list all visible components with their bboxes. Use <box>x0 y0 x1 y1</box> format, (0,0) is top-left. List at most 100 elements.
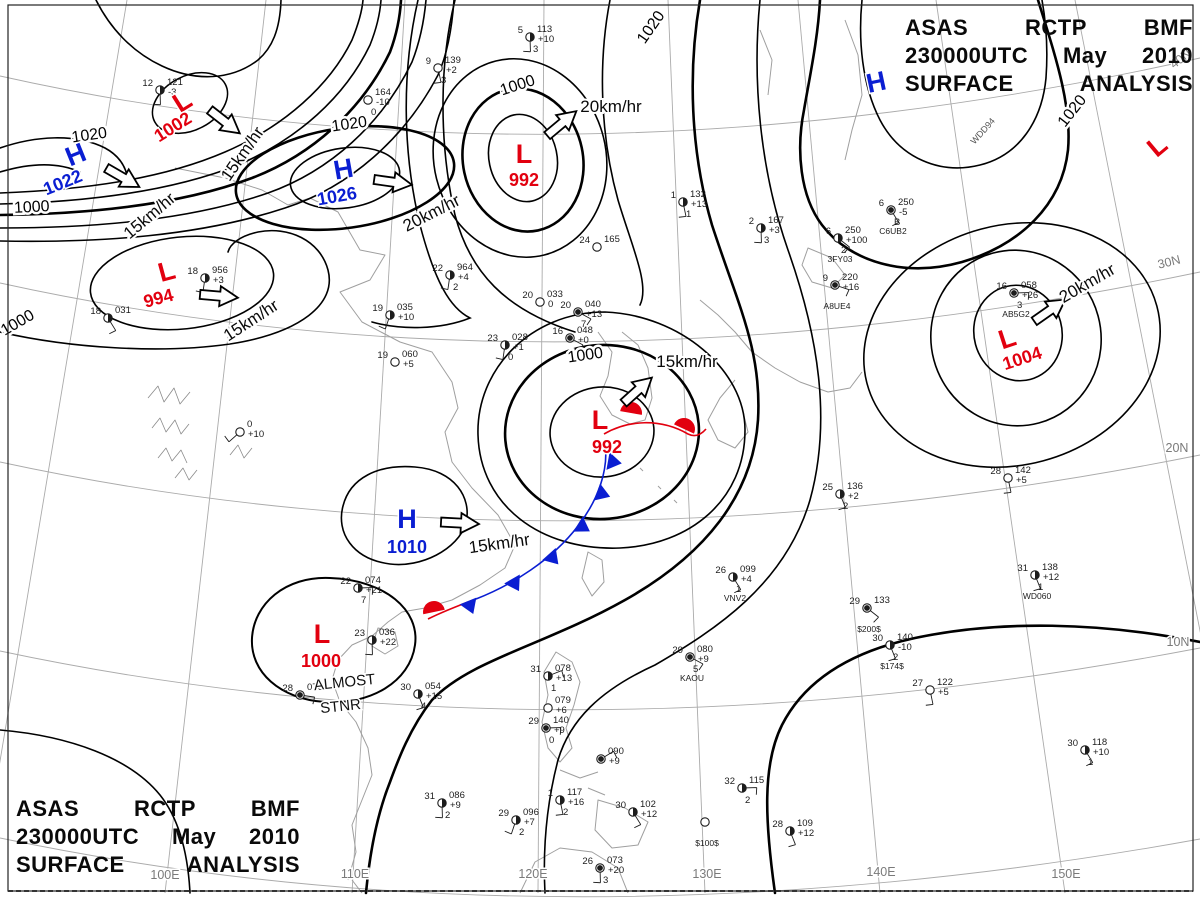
title-line: 230000UTC May 2010 <box>905 44 1193 68</box>
isobar <box>371 0 472 329</box>
station-temp: 5 <box>518 25 523 36</box>
title-word: 2010 <box>249 824 300 849</box>
station-plot: 9 220+16 A8UE4 <box>823 272 859 311</box>
title-word: BMF <box>1143 15 1193 40</box>
center-pressure-value: 1022 <box>40 166 85 200</box>
station-temp: 28 <box>990 466 1001 477</box>
coast-primorye <box>759 29 773 96</box>
station-temp: 1 <box>671 190 676 201</box>
isobar-L992t-outer <box>432 57 608 259</box>
station-extra: 3 <box>533 44 538 55</box>
annotation-label: ALMOST <box>313 671 376 694</box>
movement-arrow-icon <box>619 376 654 408</box>
cold-front-symbol <box>542 547 559 565</box>
movement-arrow-icon <box>205 105 242 135</box>
station-temp: 30 <box>615 800 626 811</box>
station-pressure: 138 <box>1042 562 1058 573</box>
isobar-L992t-inner <box>487 113 559 203</box>
cold-front-symbol <box>504 574 520 592</box>
isobar <box>0 164 81 173</box>
station-tendency: +0 <box>578 335 589 346</box>
cold-front-symbol <box>606 452 622 470</box>
title-word: BMF <box>250 796 300 821</box>
station-pressure: 167 <box>768 215 784 226</box>
station-extra: 2 <box>843 501 848 512</box>
station-extra: 3 <box>1017 300 1022 311</box>
latitude-arc <box>0 837 1200 898</box>
meridian <box>667 0 706 894</box>
station-pressure: 139 <box>445 55 461 66</box>
station-temp: 18 <box>90 306 101 317</box>
meridian <box>0 0 128 764</box>
station-plot: 32 115 2 <box>724 775 764 806</box>
station-extra: 1 <box>1088 757 1093 768</box>
station-id: 3FY03 <box>827 254 852 264</box>
coast-kyushu <box>707 379 749 449</box>
title-word: ANALYSIS <box>1079 71 1193 96</box>
station-plot: 30 140-102$174$ <box>872 632 912 671</box>
station-temp: 32 <box>724 776 735 787</box>
station-pressure: 086 <box>449 790 465 801</box>
station-temp: 6 <box>826 226 831 237</box>
station-tendency: -5 <box>899 207 907 218</box>
title-word: RCTP <box>1025 15 1087 40</box>
cold-front-symbol <box>593 483 611 501</box>
station-tendency: +4 <box>458 272 469 283</box>
title-word: RCTP <box>134 796 196 821</box>
station-temp: 31 <box>1017 563 1028 574</box>
station-pressure: 142 <box>1015 465 1031 476</box>
station-extra: B <box>894 217 900 228</box>
station-temp: 29 <box>498 808 509 819</box>
station-plot: 1 117+162 <box>548 787 584 818</box>
station-temp: 22 <box>432 263 443 274</box>
station-tendency: -10 <box>898 642 912 653</box>
title-line: SURFACE ANALYSIS <box>16 853 300 877</box>
station-temp: 9 <box>426 56 431 67</box>
station-plot: 23 036+22 <box>354 627 396 656</box>
cloud-cover-full <box>597 865 603 871</box>
station-plot: 0+10 <box>224 419 264 443</box>
station-id: $100$ <box>695 838 719 848</box>
meridian <box>935 0 1066 894</box>
station-plot: 2 167+33 <box>749 215 784 246</box>
station-temp: 16 <box>552 326 563 337</box>
station-extra: 7 <box>581 319 586 330</box>
station-temp: 27 <box>912 678 923 689</box>
station-tendency: +12 <box>641 809 657 820</box>
cloud-cover-half <box>548 671 553 681</box>
station-extra: 2 <box>563 807 568 818</box>
cloud-cover-full <box>543 725 549 731</box>
station-temp: 18 <box>187 266 198 277</box>
station-temp: 20 <box>522 290 533 301</box>
isobar-L1000 <box>250 576 417 704</box>
station-pressure: 122 <box>937 677 953 688</box>
station-tendency: +5 <box>938 687 949 698</box>
title-word: 230000UTC <box>16 824 140 849</box>
station-circle <box>925 685 935 695</box>
station-pressure: 036 <box>379 627 395 638</box>
cloud-cover-half <box>108 313 113 323</box>
title-line: 230000UTC May 2010 <box>16 825 300 849</box>
title-word: May <box>1062 43 1108 68</box>
station-id: AB5G2 <box>1002 309 1030 319</box>
station-extra: 3 <box>441 75 446 86</box>
high-center-symbol: H <box>331 153 355 186</box>
station-temp: 24 <box>579 235 590 246</box>
station-plot: 31 078+131 <box>530 663 572 694</box>
isobar-value-label: 1000 <box>567 345 605 367</box>
latitude-label: 30N <box>1156 253 1182 272</box>
station-tendency: +20 <box>608 865 624 876</box>
isobar-L992t-thick <box>461 87 585 233</box>
station-temp: 2 <box>749 216 754 227</box>
cloud-cover-half <box>442 798 447 808</box>
station-pressure: 165 <box>604 234 620 245</box>
station-plot: 25 136+22 <box>822 481 862 512</box>
station-tendency: +22 <box>380 637 396 648</box>
cloud-cover-half <box>560 795 565 805</box>
station-pressure: 250 <box>898 197 914 208</box>
meridian <box>351 0 406 894</box>
cold-front-symbol <box>459 597 477 614</box>
station-id: KAOU <box>680 673 704 683</box>
